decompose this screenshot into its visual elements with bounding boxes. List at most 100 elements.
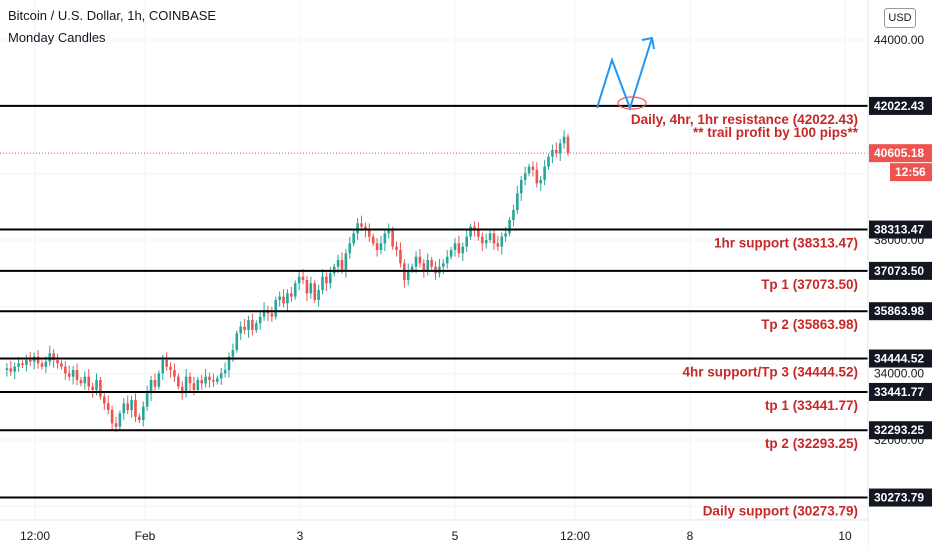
- candle-body: [60, 363, 63, 367]
- candle-body: [488, 233, 492, 240]
- candle-body: [457, 243, 461, 254]
- candle: [286, 289, 289, 311]
- candle-body: [360, 223, 363, 227]
- candle: [492, 228, 496, 250]
- time-tick-label: 10: [838, 529, 852, 543]
- candle: [527, 163, 531, 177]
- candle: [367, 223, 371, 242]
- candle-body: [344, 253, 348, 270]
- candle: [391, 227, 394, 250]
- candle-body: [309, 283, 313, 294]
- candle-body: [188, 376, 192, 384]
- candle-body: [99, 380, 102, 397]
- time-axis[interactable]: 12:00 Feb 3 5 12:00 8 10: [0, 519, 868, 550]
- currency-selector[interactable]: USD: [884, 8, 916, 28]
- candle: [379, 235, 383, 255]
- level-price-tag-label: 33441.77: [874, 385, 924, 399]
- candle-body: [134, 400, 137, 417]
- candle: [157, 370, 161, 390]
- candle: [488, 230, 492, 243]
- candle: [79, 377, 83, 387]
- candle-body: [340, 260, 344, 270]
- candle: [430, 257, 433, 270]
- candle: [71, 365, 75, 385]
- candle: [399, 242, 402, 268]
- level-price-tag-label: 42022.43: [874, 99, 924, 113]
- candle-body: [25, 360, 28, 365]
- candle-body: [258, 316, 262, 324]
- candle-body: [110, 410, 114, 424]
- price-axis[interactable]: 44000.0038000.0034000.0032000.0042022.43…: [867, 0, 932, 550]
- candle-body: [519, 180, 523, 194]
- candle-body: [461, 246, 465, 254]
- candle-body: [558, 143, 562, 154]
- candle-body: [17, 363, 20, 367]
- candle-body: [106, 403, 110, 410]
- resistance-circle: [617, 96, 647, 110]
- candle: [282, 289, 285, 308]
- candle-body: [219, 373, 223, 379]
- candle: [453, 238, 457, 257]
- candle: [266, 305, 270, 321]
- candle-body: [91, 386, 94, 390]
- candle: [60, 360, 63, 370]
- candle-body: [469, 226, 472, 237]
- candle-body: [395, 246, 398, 250]
- candle-body: [216, 378, 219, 382]
- candle: [371, 233, 375, 247]
- candle-body: [504, 233, 507, 237]
- level-price-tag: [869, 421, 932, 440]
- candle-body: [367, 230, 371, 237]
- candle-body: [75, 370, 79, 380]
- level-price-tag: [869, 261, 932, 280]
- candle: [149, 375, 153, 401]
- indicator-name[interactable]: Monday Candles: [8, 30, 106, 45]
- candle-body: [290, 293, 293, 297]
- candle: [48, 345, 52, 366]
- candle-body: [262, 310, 266, 317]
- candle-body: [239, 326, 242, 334]
- candle: [141, 401, 145, 427]
- level-lines: [0, 104, 868, 499]
- candle-body: [64, 366, 67, 374]
- level-price-tag-label: 34444.52: [874, 352, 924, 366]
- candle: [126, 395, 129, 415]
- candle-body: [371, 236, 375, 244]
- candle-body: [297, 276, 301, 284]
- projection-path: [596, 36, 655, 112]
- candle: [204, 369, 207, 388]
- candle: [212, 373, 215, 387]
- candle-body: [13, 366, 16, 372]
- candle: [254, 320, 258, 333]
- candle: [40, 360, 44, 370]
- candle: [461, 242, 465, 261]
- candle: [235, 330, 239, 353]
- candle: [297, 271, 301, 290]
- candle: [395, 241, 398, 257]
- candle-body: [126, 403, 129, 410]
- level-note: tp 1 (33441.77): [765, 398, 858, 413]
- candle: [406, 263, 410, 286]
- candle-body: [192, 383, 196, 390]
- candle-body: [352, 233, 355, 244]
- candle-body: [500, 236, 504, 247]
- candle-body: [465, 236, 468, 247]
- candle: [169, 362, 172, 378]
- candle-body: [79, 380, 83, 384]
- chart-title: Bitcoin / U.S. Dollar, 1h, COINBASE: [8, 8, 217, 23]
- candle: [313, 280, 317, 303]
- candle: [477, 222, 480, 241]
- candle: [348, 236, 352, 259]
- candle-body: [484, 240, 488, 244]
- candle: [414, 251, 418, 274]
- candle-body: [247, 320, 250, 330]
- candle: [118, 410, 122, 430]
- candle: [270, 306, 274, 322]
- candle: [153, 373, 157, 392]
- candle: [566, 133, 570, 157]
- candle-body: [453, 243, 457, 250]
- candle-body: [539, 180, 543, 184]
- candle: [56, 353, 59, 369]
